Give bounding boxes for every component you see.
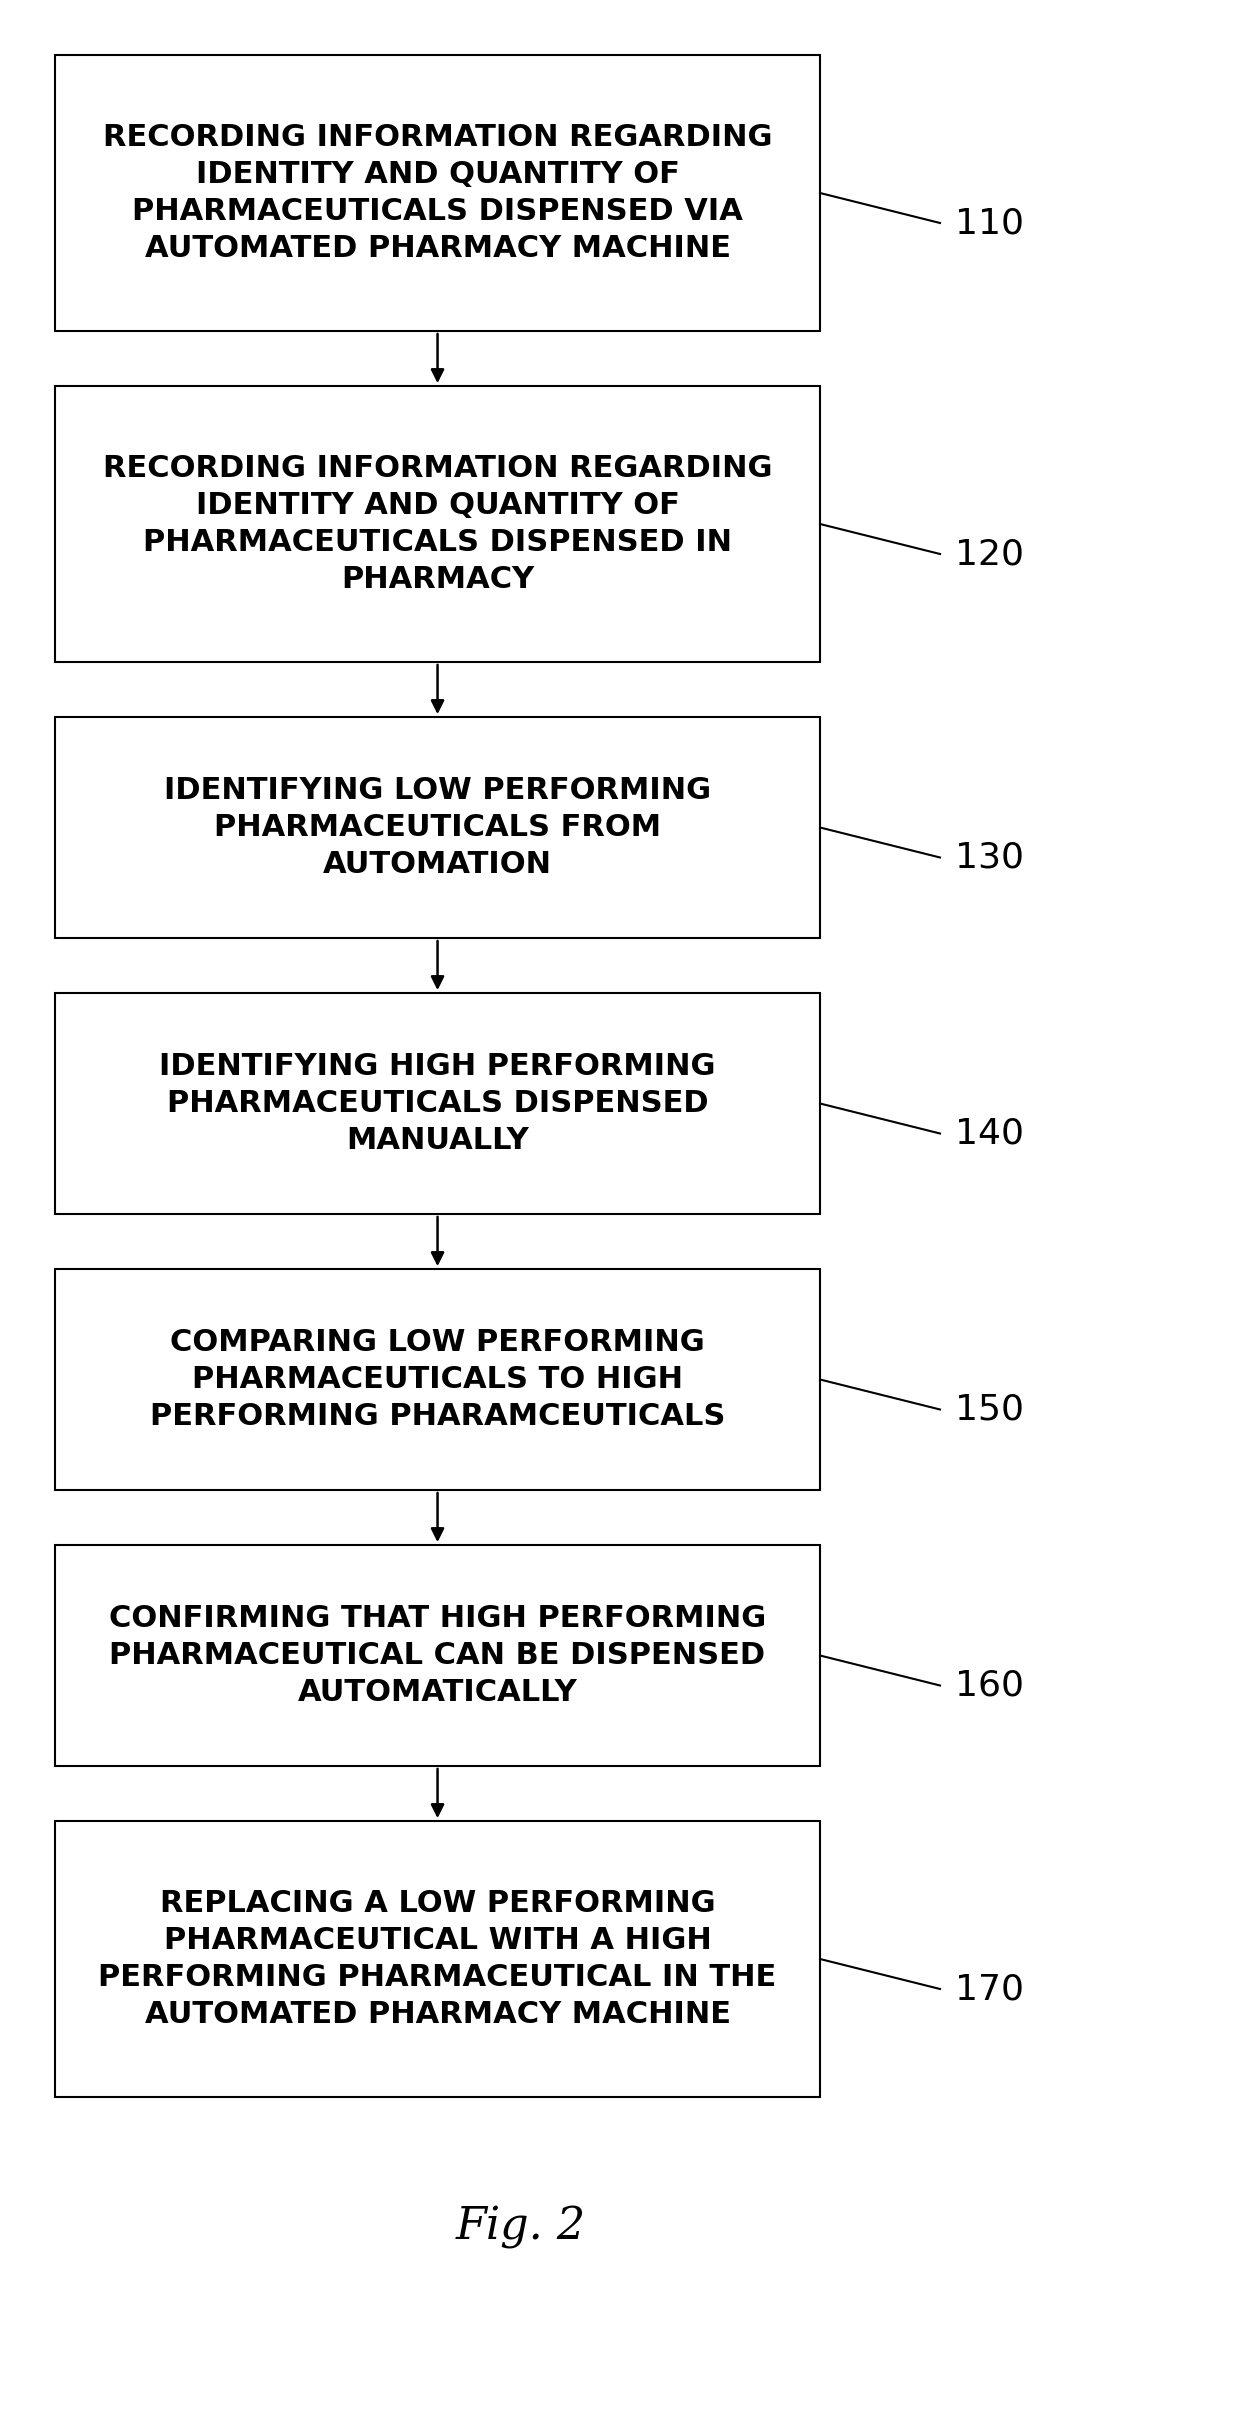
Text: Fig. 2: Fig. 2 [456,2204,587,2248]
Bar [55,1269,820,1489]
Bar [55,56,820,331]
Text: CONFIRMING THAT HIGH PERFORMING
PHARMACEUTICAL CAN BE DISPENSED
AUTOMATICALLY: CONFIRMING THAT HIGH PERFORMING PHARMACE… [109,1605,766,1706]
Text: REPLACING A LOW PERFORMING
PHARMACEUTICAL WITH A HIGH
PERFORMING PHARMACEUTICAL : REPLACING A LOW PERFORMING PHARMACEUTICA… [98,1890,776,2030]
Text: 170: 170 [955,1972,1024,2006]
Text: RECORDING INFORMATION REGARDING
IDENTITY AND QUANTITY OF
PHARMACEUTICALS DISPENS: RECORDING INFORMATION REGARDING IDENTITY… [103,123,773,263]
Text: IDENTIFYING HIGH PERFORMING
PHARMACEUTICALS DISPENSED
MANUALLY: IDENTIFYING HIGH PERFORMING PHARMACEUTIC… [159,1051,715,1155]
Text: 120: 120 [955,537,1024,570]
Text: 140: 140 [955,1117,1024,1150]
Bar [55,718,820,938]
Text: RECORDING INFORMATION REGARDING
IDENTITY AND QUANTITY OF
PHARMACEUTICALS DISPENS: RECORDING INFORMATION REGARDING IDENTITY… [103,454,773,595]
Bar [55,1544,820,1767]
Bar [55,993,820,1213]
Bar [55,1820,820,2098]
Text: 150: 150 [955,1392,1024,1426]
Text: 160: 160 [955,1668,1024,1702]
Bar [55,387,820,662]
Text: IDENTIFYING LOW PERFORMING
PHARMACEUTICALS FROM
AUTOMATION: IDENTIFYING LOW PERFORMING PHARMACEUTICA… [164,776,711,880]
Text: 130: 130 [955,841,1024,875]
Text: 110: 110 [955,205,1024,239]
Text: COMPARING LOW PERFORMING
PHARMACEUTICALS TO HIGH
PERFORMING PHARAMCEUTICALS: COMPARING LOW PERFORMING PHARMACEUTICALS… [150,1327,725,1431]
